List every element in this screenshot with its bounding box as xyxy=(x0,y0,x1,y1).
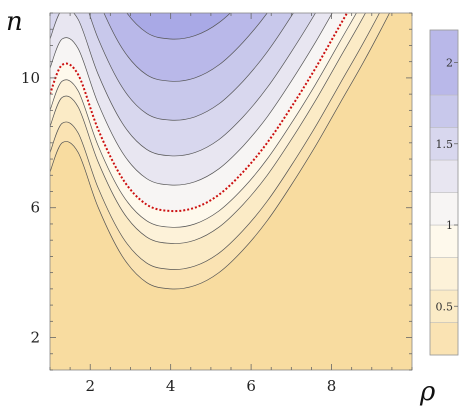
legend-swatch xyxy=(429,159,459,193)
y-tick-label: 10 xyxy=(21,69,40,87)
legend-frame xyxy=(429,29,459,356)
x-tick-label: 8 xyxy=(327,377,337,395)
legend-swatch xyxy=(429,224,459,258)
x-tick-label: 2 xyxy=(85,377,95,395)
legend-swatch xyxy=(429,322,459,356)
contour-line xyxy=(50,13,316,157)
x-tick-label: 4 xyxy=(166,377,176,395)
x-tick-label: 6 xyxy=(246,377,256,395)
legend-tick-label: 0.5 xyxy=(436,300,454,313)
contour-line xyxy=(103,13,268,82)
y-tick-label: 2 xyxy=(30,329,40,347)
x-axis-label: ρ xyxy=(419,377,436,407)
y-tick-label: 6 xyxy=(30,199,40,217)
y-axis: 2 6 10 xyxy=(21,12,412,371)
contour-bands xyxy=(50,13,412,370)
legend: 0.5 1 1.5 2 xyxy=(429,29,459,356)
band-10 xyxy=(126,13,231,40)
highlight-contour-line xyxy=(50,13,349,213)
contour-line xyxy=(50,13,366,244)
contour-lines xyxy=(50,13,390,290)
contour-line xyxy=(126,13,231,40)
legend-tick-label: 2 xyxy=(446,57,453,70)
contour-line xyxy=(50,13,333,186)
legend-tick-label: 1.5 xyxy=(436,138,454,151)
legend-swatch xyxy=(429,94,459,128)
contour-line xyxy=(50,13,357,228)
legend-swatch xyxy=(429,192,459,226)
y-axis-label: n xyxy=(6,7,23,37)
x-axis: 2 4 6 8 xyxy=(49,13,413,395)
contour-line xyxy=(88,13,294,121)
legend-tick-label: 1 xyxy=(446,219,453,232)
legend-swatch xyxy=(429,257,459,291)
contour-line xyxy=(50,13,390,290)
legend-swatch xyxy=(429,29,459,96)
contour-line xyxy=(50,13,380,270)
